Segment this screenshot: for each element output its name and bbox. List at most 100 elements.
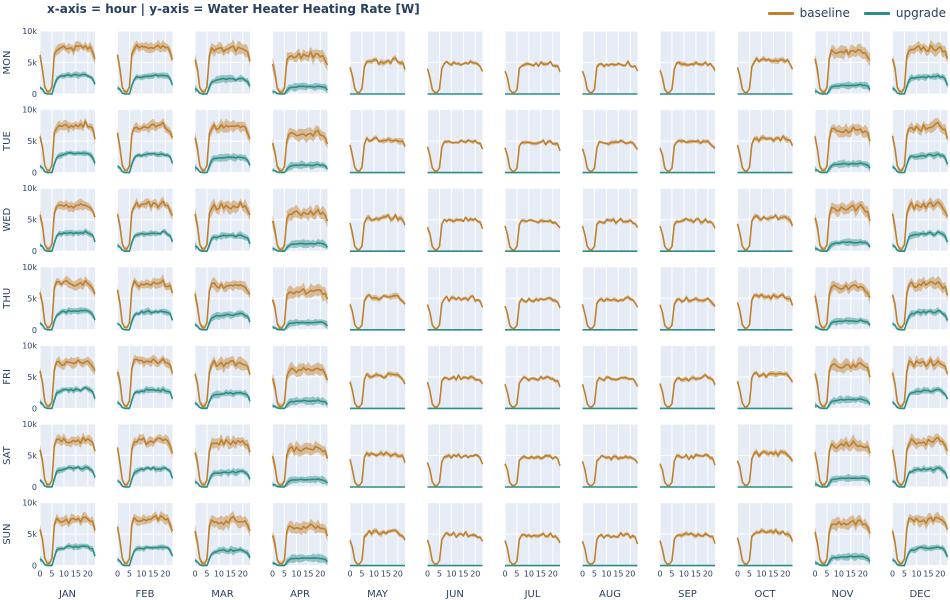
y-tick-label: 5k xyxy=(27,373,37,382)
panel-sun-sep xyxy=(659,502,716,567)
baseline-series-band xyxy=(272,204,328,252)
x-tick-label: 10 xyxy=(136,570,146,579)
baseline-series-line xyxy=(271,445,329,486)
baseline-series-band xyxy=(272,361,328,409)
x-tick-label: 10 xyxy=(446,570,456,579)
x-tick-label: 0 xyxy=(270,570,275,579)
baseline-series-line xyxy=(426,453,484,487)
baseline-series-line xyxy=(271,288,329,329)
panel-thu-jun xyxy=(426,266,484,331)
baseline-series-line xyxy=(659,296,716,330)
upgrade-series-line xyxy=(272,85,329,95)
panel-mon-jul xyxy=(504,30,561,95)
x-tick-label: 15 xyxy=(226,570,236,579)
baseline-series-band xyxy=(815,200,870,252)
row-label-fri: FRI xyxy=(2,369,13,385)
panel-thu-feb xyxy=(116,266,174,331)
row-label-sat: SAT xyxy=(2,445,13,465)
baseline-series-line xyxy=(116,279,174,329)
panel-thu-sep xyxy=(659,266,716,331)
baseline-series-line xyxy=(581,60,639,94)
panel-wed-may xyxy=(349,187,406,252)
upgrade-series-line xyxy=(814,319,871,331)
legend-item-baseline[interactable]: baseline xyxy=(767,6,850,20)
baseline-series-band xyxy=(350,55,405,94)
baseline-series-band xyxy=(195,355,250,409)
y-tick-label: 5k xyxy=(27,59,37,68)
x-tick-label: 10 xyxy=(291,570,301,579)
upgrade-series-line xyxy=(891,388,949,410)
x-tick-label: 15 xyxy=(381,570,391,579)
x-tick-label: 5 xyxy=(49,570,54,579)
y-tick-label: 0 xyxy=(32,562,37,571)
x-tick-label: 10 xyxy=(59,570,69,579)
baseline-series-line xyxy=(116,358,174,407)
x-tick-label: 15 xyxy=(458,570,468,579)
panel-mon-nov xyxy=(814,30,871,95)
baseline-series-line xyxy=(349,372,406,408)
x-tick-label: 20 xyxy=(238,570,248,579)
panel-wed-oct xyxy=(736,187,794,252)
panel-sun-aug xyxy=(581,502,639,567)
baseline-series-band xyxy=(892,432,948,487)
panel-sun-oct xyxy=(736,502,794,567)
y-tick-label: 10k xyxy=(22,263,37,272)
baseline-series-line xyxy=(581,296,639,330)
panel-mon-aug xyxy=(581,30,639,95)
panel-tue-apr xyxy=(271,109,329,174)
baseline-series-line xyxy=(271,523,329,565)
baseline-series-band xyxy=(892,117,948,173)
legend: baseline upgrade xyxy=(767,6,946,20)
baseline-series-band xyxy=(272,46,328,94)
upgrade-series-line xyxy=(892,74,949,95)
baseline-series-line xyxy=(39,120,96,172)
baseline-series-line xyxy=(814,361,871,408)
baseline-series-band xyxy=(272,439,328,487)
baseline-series-line xyxy=(504,60,561,94)
upgrade-series-line xyxy=(39,386,96,410)
baseline-series-line xyxy=(504,532,561,565)
upgrade-series-line xyxy=(194,391,251,410)
baseline-series-line xyxy=(891,436,949,486)
panel-mon-feb xyxy=(116,30,174,95)
panel-tue-feb xyxy=(116,109,174,174)
panel-mon-jun xyxy=(426,30,484,95)
col-label-mar: MAR xyxy=(211,589,233,600)
x-tick-label: 0 xyxy=(192,570,197,579)
chart-title: x-axis = hour | y-axis = Water Heater He… xyxy=(47,2,420,16)
x-tick-label: 5 xyxy=(902,570,907,579)
baseline-series-band xyxy=(40,432,95,487)
baseline-series-line xyxy=(426,374,484,408)
baseline-series-line xyxy=(116,121,174,172)
y-tick-label: 10k xyxy=(22,184,37,193)
upgrade-series-line xyxy=(272,163,329,174)
x-tick-label: 5 xyxy=(359,570,364,579)
baseline-series-line xyxy=(194,359,251,407)
y-tick-label: 0 xyxy=(32,247,37,256)
panel-sat-mar xyxy=(194,423,251,488)
upgrade-series-line xyxy=(39,151,96,174)
y-tick-label: 10k xyxy=(22,27,37,36)
panel-mon-apr xyxy=(271,30,329,95)
x-tick-label: 20 xyxy=(393,570,403,579)
x-tick-label: 15 xyxy=(536,570,546,579)
baseline-series-line xyxy=(194,438,251,486)
x-tick-label: 15 xyxy=(613,570,623,579)
upgrade-series-line xyxy=(194,470,251,488)
col-label-may: MAY xyxy=(367,589,389,600)
upgrade-series-line xyxy=(892,309,949,331)
x-tick-label: 0 xyxy=(115,570,120,579)
x-tick-label: 20 xyxy=(548,570,558,579)
panel-thu-mar xyxy=(194,266,251,331)
panel-tue-mar xyxy=(194,109,251,174)
x-tick-label: 5 xyxy=(747,570,752,579)
baseline-series-line xyxy=(814,126,871,172)
legend-item-upgrade[interactable]: upgrade xyxy=(863,6,946,20)
x-tick-label: 0 xyxy=(502,570,507,579)
panel-fri-jun xyxy=(426,344,484,410)
baseline-series-band xyxy=(350,212,405,251)
baseline-series-line xyxy=(426,530,484,565)
upgrade-series-line xyxy=(117,388,174,410)
x-tick-label: 5 xyxy=(204,570,209,579)
col-label-nov: NOV xyxy=(831,589,853,600)
